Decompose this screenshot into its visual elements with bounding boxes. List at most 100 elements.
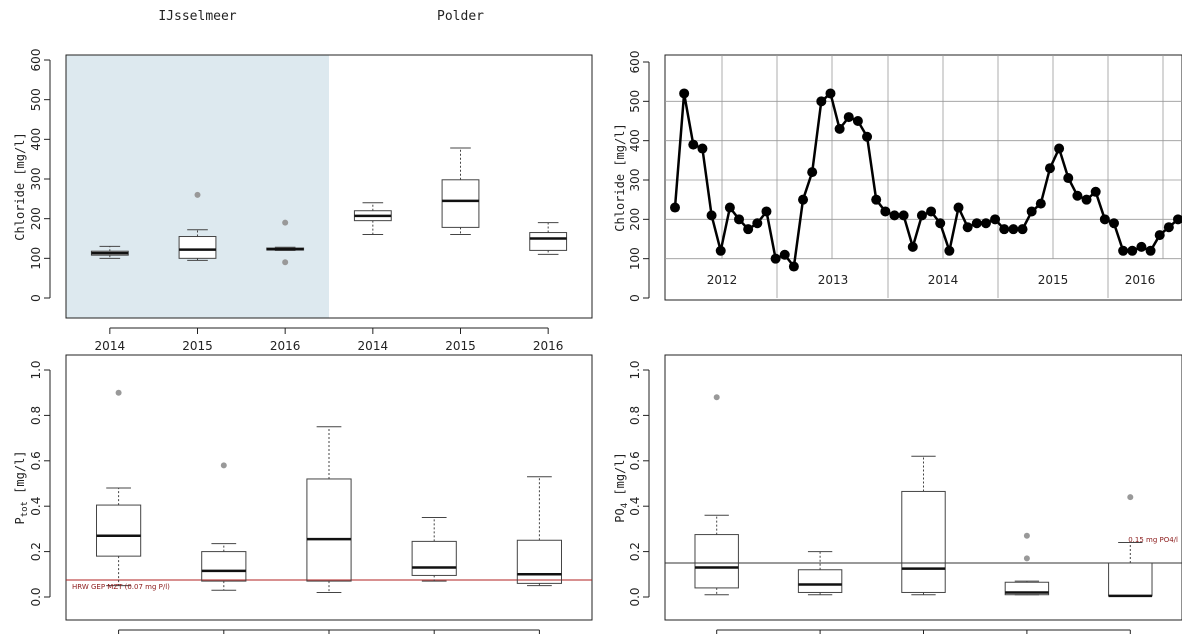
y-tick-label: 300 xyxy=(29,168,43,191)
ijsselmeer-shaded-region xyxy=(66,55,329,318)
box-iqr xyxy=(441,179,480,228)
chloride-data-point xyxy=(743,224,754,235)
box-iqr xyxy=(901,490,946,593)
chloride-data-point xyxy=(697,143,708,154)
box-iqr xyxy=(529,232,568,251)
year-label: 2012 xyxy=(707,273,738,287)
chloride-data-point xyxy=(816,96,827,107)
year-label: 2013 xyxy=(818,273,849,287)
chloride-data-point xyxy=(1017,224,1028,235)
y-tick-label: 0.0 xyxy=(628,587,642,606)
y-tick-label: 0 xyxy=(628,294,642,302)
y-axis-label: Ptot [mg/l] xyxy=(13,450,30,524)
chloride-data-point xyxy=(1173,214,1182,225)
group-label: Polder xyxy=(437,9,484,24)
box-iqr xyxy=(96,504,142,557)
year-label: 2015 xyxy=(1038,273,1069,287)
box-iqr xyxy=(201,551,247,582)
y-tick-label: 0.4 xyxy=(29,497,43,516)
chloride-boxplot-panel: IJsselmeer Polder 0 100 200 300 400 500 600 Chlor… xyxy=(13,9,593,353)
chloride-data-point xyxy=(1081,194,1092,205)
y-tick-label: 0.8 xyxy=(628,406,642,425)
box-iqr xyxy=(1004,581,1050,596)
chloride-data-point xyxy=(1145,245,1156,256)
box-iqr xyxy=(306,478,352,582)
box-iqr xyxy=(178,236,217,259)
chloride-data-point xyxy=(843,112,854,123)
y-tick-label: 0.4 xyxy=(628,497,642,516)
chloride-data-point xyxy=(880,206,891,217)
outlier-point xyxy=(1127,494,1134,501)
y-tick-label: 1.0 xyxy=(29,360,43,379)
chloride-data-point xyxy=(1163,222,1174,233)
x-tick-label: 2015 xyxy=(445,339,476,353)
x-tick-label: 2016 xyxy=(270,339,301,353)
y-tick-label: 500 xyxy=(628,90,642,113)
outlier-point xyxy=(194,191,201,198)
y-tick-label: 1.0 xyxy=(628,360,642,379)
plot-frame xyxy=(664,54,1182,301)
x-tick-label: 2014 xyxy=(95,339,126,353)
outlier-point xyxy=(1023,555,1030,562)
chloride-data-point xyxy=(990,214,1001,225)
y-tick-label: 400 xyxy=(29,128,43,151)
chloride-data-point xyxy=(779,249,790,260)
chloride-data-point xyxy=(770,253,781,264)
reference-line-label: HRW GEP MZT (0.07 mg P/l) xyxy=(72,583,170,591)
chloride-data-point xyxy=(834,123,845,134)
chloride-data-point xyxy=(907,241,918,252)
y-axis-label: Chloride [mg/l] xyxy=(13,132,27,240)
y-tick-label: 100 xyxy=(29,247,43,270)
chloride-data-point xyxy=(1118,245,1129,256)
x-tick-label: 2014 xyxy=(358,339,389,353)
plot-frame xyxy=(65,54,593,319)
chloride-data-point xyxy=(1099,214,1110,225)
box-iqr xyxy=(411,540,457,576)
y-tick-label: 0.2 xyxy=(628,542,642,561)
chloride-data-point xyxy=(999,224,1010,235)
chloride-data-point xyxy=(1090,186,1101,197)
y-tick-label: 0.6 xyxy=(29,451,43,470)
chloride-data-point xyxy=(1072,190,1083,201)
y-tick-label: 600 xyxy=(29,49,43,72)
box-iqr xyxy=(516,539,562,584)
box-iqr xyxy=(1108,562,1153,597)
chloride-data-point xyxy=(734,214,745,225)
chloride-data-point xyxy=(889,210,900,221)
chloride-data-point xyxy=(715,245,726,256)
y-axis-label-unit: [mg/l] xyxy=(13,450,27,501)
outlier-point xyxy=(115,389,122,396)
chloride-data-point xyxy=(706,210,717,221)
y-tick-label: 100 xyxy=(628,247,642,270)
chloride-data-point xyxy=(679,88,690,99)
y-tick-label: 300 xyxy=(628,169,642,192)
chloride-data-point xyxy=(871,194,882,205)
box-iqr xyxy=(694,534,739,589)
group-label: IJsselmeer xyxy=(158,9,236,24)
outlier-point xyxy=(1023,532,1030,539)
chloride-data-point xyxy=(852,116,863,126)
y-tick-label: 0.6 xyxy=(628,451,642,470)
outlier-point xyxy=(282,219,289,226)
chloride-data-point xyxy=(944,245,955,256)
chloride-data-point xyxy=(935,218,946,229)
y-tick-label: 200 xyxy=(628,208,642,231)
chloride-data-point xyxy=(926,206,937,217)
box-iqr xyxy=(797,569,843,593)
y-axis-label-main: P xyxy=(13,517,27,524)
y-tick-label: 0 xyxy=(29,294,43,302)
y-tick-label: 0.0 xyxy=(29,587,43,606)
chloride-data-point xyxy=(670,202,680,213)
chloride-data-point xyxy=(916,210,927,221)
chloride-data-point xyxy=(1063,173,1074,184)
year-label: 2014 xyxy=(928,273,959,287)
y-axis-label: Chloride [mg/l] xyxy=(613,123,627,231)
y-tick-label: 0.2 xyxy=(29,542,43,561)
y-axis-label: PO4 [mg/l] xyxy=(613,452,630,522)
plot-frame xyxy=(664,354,1182,621)
chloride-data-point xyxy=(1044,163,1055,174)
y-axis-label-sub: 4 xyxy=(620,503,630,508)
chloride-data-point xyxy=(1054,143,1065,154)
